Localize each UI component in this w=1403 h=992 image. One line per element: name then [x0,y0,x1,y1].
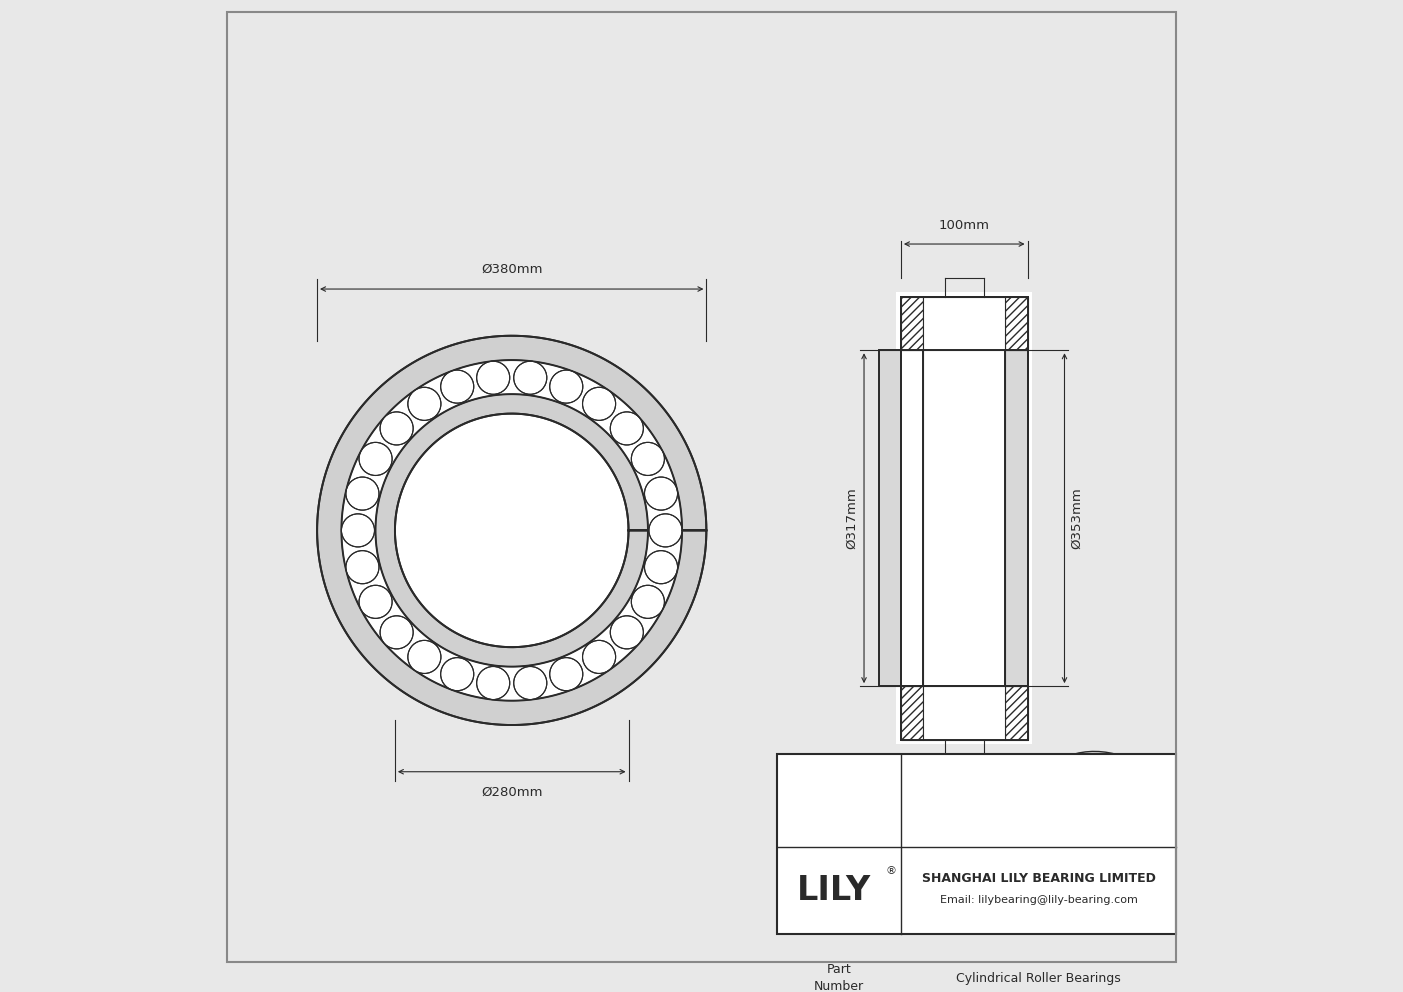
Ellipse shape [1113,785,1121,793]
Text: Ø317mm: Ø317mm [845,487,859,550]
Bar [777,754,1176,934]
Ellipse shape [1030,783,1122,862]
Ellipse shape [1026,791,1033,799]
Ellipse shape [1020,838,1028,846]
Bar [1005,297,1027,350]
Circle shape [477,667,509,699]
Circle shape [610,412,644,445]
Circle shape [477,361,509,394]
Circle shape [644,551,678,583]
Text: 9mm: 9mm [995,794,1030,806]
Circle shape [582,641,616,674]
Circle shape [347,551,379,583]
Circle shape [644,477,678,510]
Bar [878,350,901,686]
Circle shape [359,585,391,618]
Ellipse shape [1129,814,1138,822]
Text: Ø380mm: Ø380mm [481,263,543,276]
Circle shape [631,585,665,618]
Polygon shape [376,394,648,667]
Ellipse shape [1048,862,1056,870]
Bar [901,297,923,350]
Text: Cylindrical Roller Bearings: Cylindrical Roller Bearings [957,971,1121,984]
Circle shape [317,335,706,725]
Bar [901,686,1027,740]
Circle shape [380,412,412,445]
Ellipse shape [1054,771,1148,851]
Circle shape [359,442,391,475]
Ellipse shape [1058,772,1065,780]
Ellipse shape [1128,831,1135,838]
Ellipse shape [1040,780,1047,787]
Circle shape [631,442,665,475]
Circle shape [550,658,582,690]
Bar [923,686,1005,740]
Ellipse shape [1014,822,1023,830]
Ellipse shape [1031,751,1170,870]
Circle shape [650,514,682,547]
Circle shape [341,514,375,547]
Circle shape [610,616,644,649]
Ellipse shape [1017,806,1024,813]
Text: ®: ® [885,866,897,876]
Bar [1005,686,1027,740]
Polygon shape [317,335,706,725]
Circle shape [582,387,616,421]
Text: Email: lilybearing@lily-bearing.com: Email: lilybearing@lily-bearing.com [940,895,1138,905]
Circle shape [441,658,474,690]
Bar [1005,350,1027,686]
Ellipse shape [1078,771,1085,779]
Circle shape [441,370,474,403]
Bar [897,292,1033,744]
Text: 100mm: 100mm [939,219,989,232]
Ellipse shape [1087,865,1094,873]
Text: Ø353mm: Ø353mm [1070,487,1083,550]
Circle shape [380,616,412,649]
Circle shape [408,387,441,421]
Text: Part
Number: Part Number [814,963,864,992]
Circle shape [347,477,379,510]
Ellipse shape [1106,858,1113,865]
Circle shape [550,370,582,403]
Ellipse shape [1124,799,1132,806]
Ellipse shape [1031,852,1040,860]
Circle shape [513,361,547,394]
Bar [923,350,1005,686]
Bar [901,686,923,740]
Circle shape [513,667,547,699]
Text: Ø5mm: Ø5mm [986,813,1031,826]
Circle shape [408,641,441,674]
Ellipse shape [1097,775,1104,783]
Ellipse shape [1120,846,1127,854]
Bar [923,297,1005,350]
Ellipse shape [1068,866,1075,874]
Text: SHANGHAI LILY BEARING LIMITED: SHANGHAI LILY BEARING LIMITED [922,872,1156,885]
Text: Ø280mm: Ø280mm [481,786,543,799]
Bar [901,297,1027,350]
Text: LILY: LILY [797,874,871,907]
